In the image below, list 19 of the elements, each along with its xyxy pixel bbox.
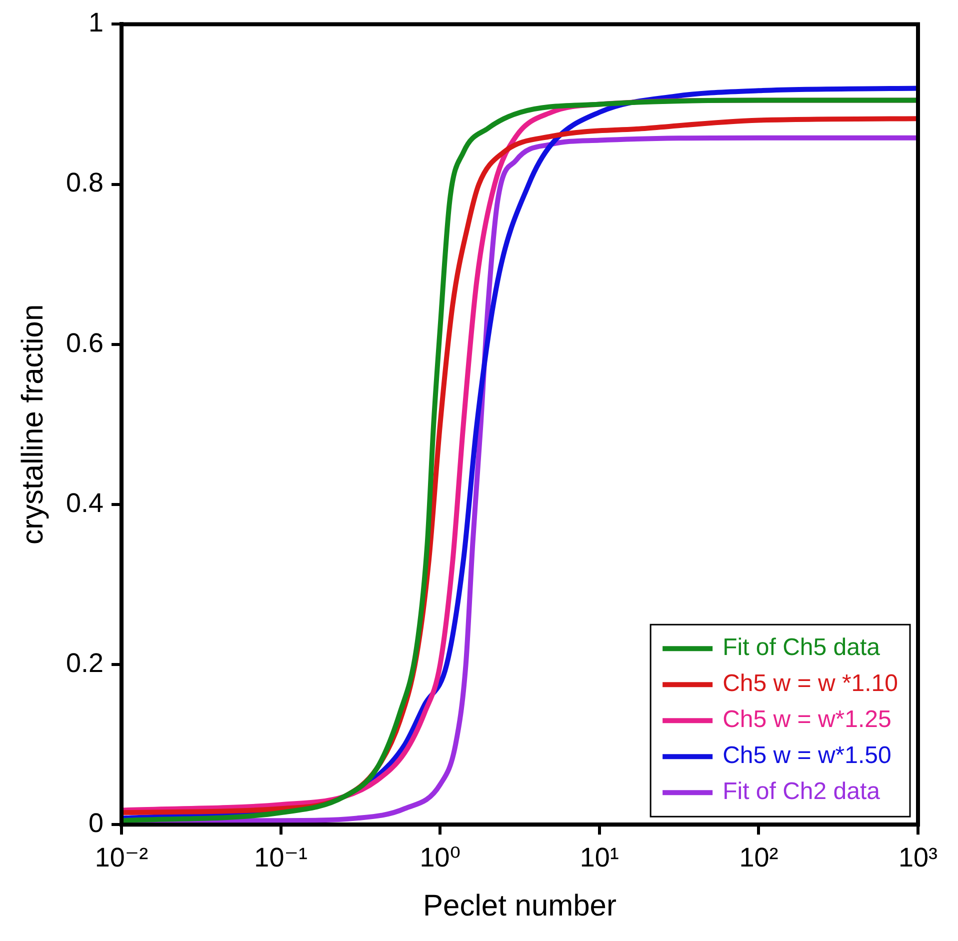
x-tick-label: 10⁰ xyxy=(420,842,461,872)
legend-label: Ch5 w = w *1.10 xyxy=(722,670,898,698)
legend-label: Ch5 w = w*1.50 xyxy=(722,742,892,770)
x-tick-label: 10⁻¹ xyxy=(254,842,308,872)
x-tick-label: 10¹ xyxy=(580,842,619,872)
legend-label: Ch5 w = w*1.25 xyxy=(722,706,892,734)
x-axis-title: Peclet number xyxy=(423,889,616,922)
x-tick-label: 10³ xyxy=(898,842,938,872)
y-axis-title: crystalline fraction xyxy=(16,304,50,544)
y-tick-label: 0.2 xyxy=(66,648,104,678)
legend-label: Fit of Ch2 data xyxy=(722,778,881,806)
x-tick-label: 10⁻² xyxy=(94,842,148,872)
y-tick-label: 0.6 xyxy=(66,328,104,358)
legend-label: Fit of Ch5 data xyxy=(722,634,881,662)
y-tick-label: 1 xyxy=(88,8,104,38)
y-tick-label: 0.8 xyxy=(66,168,104,198)
y-tick-label: 0 xyxy=(88,808,104,838)
x-tick-label: 10² xyxy=(739,842,778,872)
y-tick-label: 0.4 xyxy=(66,488,104,518)
